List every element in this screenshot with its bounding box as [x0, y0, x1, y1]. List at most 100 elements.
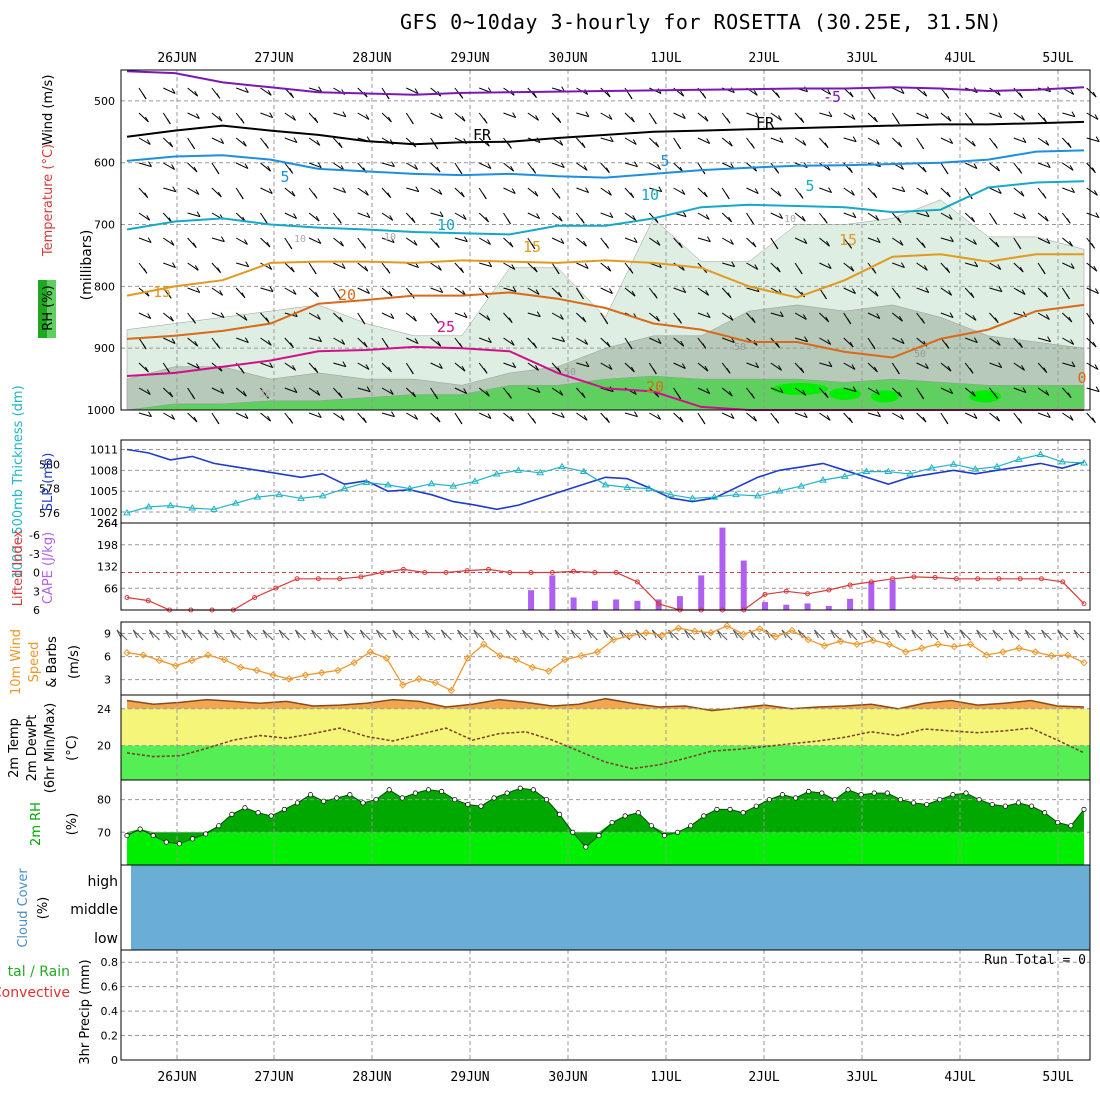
- wind-barb: [891, 312, 903, 322]
- isotherm--5: [126, 70, 1085, 96]
- wind-barb: [843, 187, 855, 196]
- wind-barb-tick: [509, 241, 514, 248]
- wind-barb-tick: [653, 293, 658, 299]
- cloud-level-high: high: [87, 874, 118, 890]
- wind-barb-tick: [1071, 361, 1076, 367]
- wind-barb: [1062, 362, 1076, 368]
- rh2m-marker: [793, 795, 799, 801]
- wind-barb: [211, 187, 222, 198]
- thickness-marker: [297, 494, 305, 501]
- rh2m-marker: [714, 806, 720, 812]
- wind-barb-tick: [798, 268, 803, 275]
- wind-speed-marker: [577, 652, 585, 660]
- contour-label: 10: [294, 234, 306, 245]
- date-tick-top: 4JUL: [944, 51, 975, 66]
- wind-barb-tick: [678, 318, 682, 324]
- wind-speed-marker: [512, 655, 520, 664]
- wind-barb: [478, 212, 489, 223]
- wind-barb-tick: [1092, 341, 1097, 348]
- wind-barb: [478, 387, 490, 397]
- thickness-marker: [166, 501, 175, 509]
- wind-barb-tick: [362, 417, 367, 423]
- surface-wind-barb-tick: [327, 629, 333, 639]
- wind-speed-marker: [788, 626, 796, 635]
- wind-barb: [891, 137, 903, 148]
- wind-barb-tick: [144, 366, 149, 373]
- wind-barb: [648, 312, 660, 322]
- rh-tick: 70: [97, 826, 111, 839]
- wind-barb: [187, 212, 201, 218]
- wind-barb-tick: [340, 415, 345, 421]
- wind-barbs-label: & Barbs: [45, 636, 60, 688]
- wind-barb-tick: [532, 418, 537, 424]
- wind-barb: [138, 112, 149, 123]
- wind-barb: [551, 287, 562, 298]
- wind-barb-tick: [557, 367, 562, 373]
- wind-barb-tick: [317, 162, 322, 168]
- wind-barb-tick: [779, 311, 784, 317]
- wind-barb-tick: [461, 365, 466, 372]
- thickness-marker: [210, 505, 218, 512]
- lifted-index-marker: [975, 576, 981, 582]
- rh-unit-label: (%): [65, 813, 80, 836]
- wind-speed-marker: [399, 681, 407, 689]
- wind-barb: [551, 312, 564, 320]
- wind-barb: [576, 412, 588, 421]
- wind-barb-tick: [628, 93, 633, 100]
- wind-barb: [527, 312, 541, 318]
- wind-barb-tick: [316, 140, 321, 146]
- wind-barb: [1037, 412, 1051, 419]
- wind-speed-marker: [934, 640, 942, 648]
- surface-wind-barb-tick: [1041, 629, 1047, 639]
- rh2m-marker: [675, 829, 681, 835]
- wind-barb: [1086, 187, 1098, 196]
- wind-barb: [770, 362, 782, 371]
- wind-barb: [600, 87, 611, 98]
- precip-tick: 0.6: [101, 981, 119, 994]
- wind-barb: [357, 337, 368, 348]
- wind-barb: [430, 287, 443, 294]
- wind-barb-tick: [512, 286, 517, 292]
- wind-barb-tick: [1047, 336, 1052, 342]
- wind-barb: [697, 312, 711, 319]
- wind-barb-tick: [630, 192, 635, 198]
- wind-barb-tick: [585, 361, 590, 367]
- wind-barb: [649, 187, 662, 193]
- slp-tick: 1011: [90, 443, 118, 456]
- wind-speed-marker: [447, 686, 456, 695]
- cape-bar: [825, 606, 832, 610]
- wind-barb-tick: [1070, 89, 1075, 95]
- rh2m-marker: [779, 792, 786, 798]
- contour-label: 50: [914, 349, 926, 360]
- wind-barb: [940, 287, 952, 296]
- wind-barb-tick: [848, 417, 853, 423]
- wind-speed-marker: [950, 642, 958, 651]
- wind-speed-marker: [1080, 659, 1088, 667]
- surface-wind-barb: [1041, 629, 1052, 641]
- wind-barb-tick: [435, 318, 439, 324]
- wind-barb-tick: [293, 137, 298, 143]
- lifted-index-marker: [762, 591, 768, 597]
- wind-barb: [722, 262, 735, 268]
- wind-barb-tick: [776, 266, 781, 273]
- wind-barb: [381, 362, 392, 373]
- surface-wind-barb: [149, 629, 160, 641]
- thickness-line: [126, 453, 1085, 514]
- wind-barb: [892, 337, 905, 344]
- wind-barb: [235, 412, 249, 419]
- wind-barb-tick: [536, 213, 540, 219]
- wind-barb: [576, 162, 588, 171]
- surface-wind-barb-tick: [132, 629, 138, 639]
- surface-wind-barb: [343, 629, 355, 641]
- thickness-marker: [927, 463, 936, 471]
- wind-barb-tick: [706, 138, 711, 144]
- wind-barb-tick: [1067, 392, 1072, 398]
- wind-barb-tick: [969, 368, 974, 374]
- wind-barb: [333, 412, 345, 421]
- wind-barb-tick: [172, 262, 176, 268]
- wind-barb-tick: [682, 211, 687, 217]
- wind-barb-tick: [949, 312, 954, 318]
- wind-barb-tick: [921, 242, 926, 248]
- wind-barb-tick: [409, 368, 414, 375]
- surface-wind-barb-tick: [684, 629, 690, 639]
